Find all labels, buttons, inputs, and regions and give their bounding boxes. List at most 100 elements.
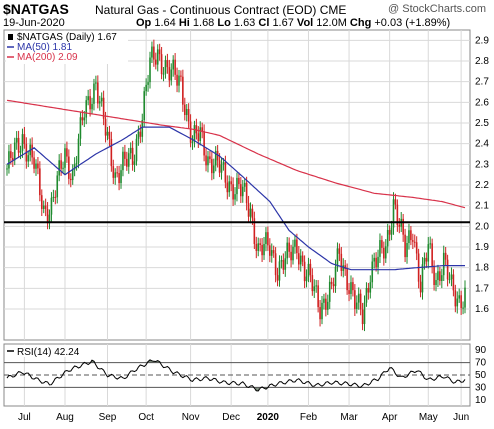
- candle-body: [122, 151, 124, 171]
- candle-body: [8, 151, 10, 169]
- open-label: Op: [136, 17, 152, 29]
- candle-body: [89, 96, 91, 110]
- rsi-legend: RSI(14) 42.24: [7, 347, 80, 358]
- candle-body: [135, 138, 138, 162]
- candle-body: [307, 263, 310, 277]
- candle-body: [176, 74, 178, 86]
- price-y-tick: 1.6: [475, 304, 489, 315]
- candle-body: [149, 57, 151, 83]
- candle-body: [423, 257, 426, 265]
- candle-body: [62, 167, 64, 169]
- candle-body: [56, 175, 59, 198]
- low-value: 1.63: [233, 17, 256, 29]
- candle-body: [241, 186, 244, 197]
- candle-body: [274, 253, 277, 276]
- candle-body: [413, 241, 416, 243]
- price-y-tick: 2.5: [475, 118, 489, 129]
- candle-body: [15, 137, 18, 143]
- candle-body: [124, 151, 126, 159]
- candle-body: [77, 138, 80, 163]
- candle-body: [220, 164, 223, 173]
- candle-body: [265, 232, 267, 244]
- candle-body: [98, 101, 101, 104]
- candle-body: [195, 125, 198, 134]
- candle-body: [365, 287, 368, 303]
- candle-body: [288, 242, 290, 252]
- candle-body: [120, 170, 122, 184]
- price-y-tick: 1.9: [475, 242, 489, 253]
- candle-body: [205, 155, 207, 166]
- candle-body: [193, 125, 196, 142]
- candle-body: [102, 97, 105, 119]
- candle-body: [13, 142, 16, 161]
- candle-body: [280, 260, 283, 262]
- candle-body: [218, 160, 221, 173]
- low-label: Lo: [217, 17, 231, 29]
- price-y-tick: 2.6: [475, 97, 489, 108]
- candle-body: [69, 178, 72, 181]
- candle-body: [33, 157, 35, 169]
- candle-body: [284, 258, 287, 270]
- candle-body: [162, 73, 165, 75]
- candle-body: [259, 243, 261, 245]
- candle-body: [454, 290, 457, 307]
- candle-body: [444, 252, 447, 260]
- candle-body: [446, 259, 449, 280]
- rsi-x-tick: Apr: [382, 412, 398, 423]
- candle-body: [214, 150, 217, 166]
- stockcharts-credit: @ StockCharts.com: [388, 3, 486, 15]
- candle-body: [172, 59, 174, 70]
- candle-body: [203, 131, 205, 156]
- candle-body: [415, 242, 418, 254]
- rsi-line: [6, 359, 466, 392]
- price-y-tick: 2.8: [475, 56, 489, 67]
- candle-body: [332, 284, 335, 287]
- candle-body: [71, 169, 74, 181]
- candle-body: [263, 243, 265, 256]
- candle-body: [153, 46, 155, 60]
- candle-body: [170, 69, 173, 81]
- candle-body: [267, 232, 269, 246]
- candle-body: [50, 197, 53, 215]
- candle-body: [350, 282, 352, 294]
- rsi-x-tick: Jun: [453, 412, 469, 423]
- candle-body: [160, 54, 163, 74]
- rsi-x-axis: Jul Aug Sep Oct Nov Dec 2020 Feb Mar Apr May Jun: [18, 412, 469, 423]
- legend-label: MA(50) 1.81: [17, 42, 72, 53]
- change-value: +0.03 (+1.89%): [374, 17, 451, 29]
- candle-body: [238, 177, 240, 185]
- candle-body: [408, 230, 410, 243]
- rsi-x-tick: Jul: [18, 412, 31, 423]
- candle-body: [108, 131, 111, 139]
- candle-body: [456, 298, 459, 307]
- candle-body: [197, 133, 200, 141]
- candle-body: [269, 245, 271, 256]
- candle-body: [404, 234, 406, 258]
- candle-body: [139, 131, 142, 137]
- candle-body: [66, 148, 68, 157]
- candle-body: [133, 161, 136, 165]
- candle-body: [373, 257, 375, 262]
- candle-body: [323, 298, 325, 303]
- candle-body: [110, 138, 113, 167]
- candle-body: [93, 83, 95, 104]
- candle-body: [309, 263, 312, 276]
- candle-body: [60, 160, 62, 169]
- candle-body: [182, 76, 184, 105]
- candle-body: [19, 151, 22, 153]
- candle-body: [97, 82, 99, 104]
- candle-body: [40, 195, 43, 209]
- candle-body: [52, 196, 55, 198]
- candle-body: [129, 147, 132, 154]
- candle-body: [141, 120, 144, 137]
- candle-body: [46, 209, 49, 224]
- candle-body: [261, 244, 263, 256]
- candle-body: [441, 275, 443, 281]
- candle-body: [180, 75, 182, 77]
- candle-body: [234, 194, 236, 200]
- candle-body: [251, 208, 254, 219]
- candle-body: [435, 280, 437, 286]
- candle-body: [294, 239, 296, 247]
- candle-body: [164, 60, 167, 74]
